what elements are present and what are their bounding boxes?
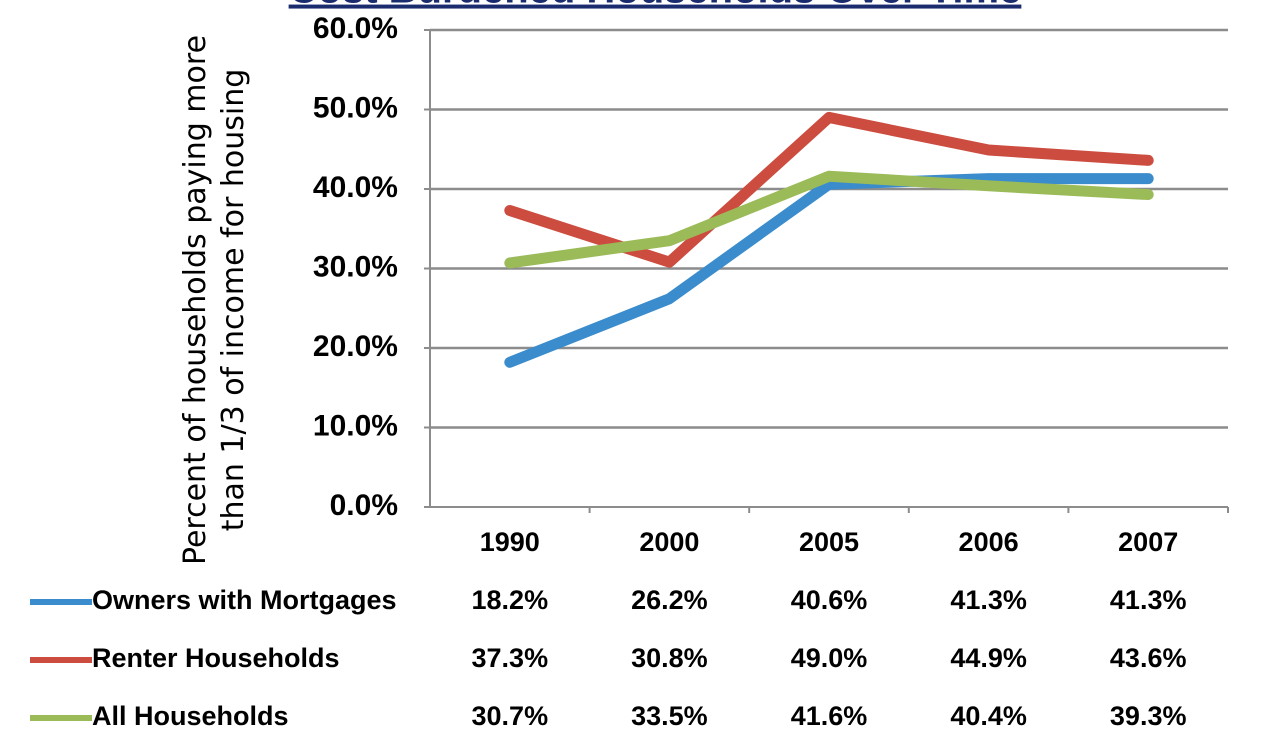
data-label: 40.4% [950, 701, 1027, 731]
x-tick-label: 2007 [1118, 527, 1178, 557]
data-label: 49.0% [791, 643, 868, 673]
data-label: 33.5% [631, 701, 708, 731]
x-tick-label: 2000 [639, 527, 699, 557]
data-label: 30.7% [472, 701, 549, 731]
data-label: 41.3% [1110, 585, 1187, 615]
line [504, 173, 1154, 368]
line [504, 170, 1154, 269]
x-tick-label: 2006 [959, 527, 1019, 557]
data-label: 44.9% [950, 643, 1027, 673]
legend-label: Owners with Mortgages [92, 585, 397, 615]
x-tick-label: 1990 [480, 527, 540, 557]
legend-label: Renter Households [92, 643, 340, 673]
y-tick-label: 0.0% [330, 489, 398, 522]
y-tick-label: 30.0% [313, 250, 398, 283]
data-label: 41.6% [791, 701, 868, 731]
y-tick-label: 50.0% [313, 91, 398, 124]
data-label: 37.3% [472, 643, 549, 673]
data-label: 26.2% [631, 585, 708, 615]
data-label: 18.2% [472, 585, 549, 615]
data-label: 40.6% [791, 585, 868, 615]
data-label: 41.3% [950, 585, 1027, 615]
data-label: 30.8% [631, 643, 708, 673]
data-label: 43.6% [1110, 643, 1187, 673]
y-tick-label: 40.0% [313, 171, 398, 204]
legend-label: All Households [92, 701, 289, 731]
data-label: 39.3% [1110, 701, 1187, 731]
chart-title: Cost Burdened Households Over Time [289, 0, 1022, 12]
y-tick-label: 10.0% [313, 409, 398, 442]
y-tick-label: 60.0% [313, 12, 398, 45]
x-tick-label: 2005 [799, 527, 859, 557]
y-tick-label: 20.0% [313, 330, 398, 363]
